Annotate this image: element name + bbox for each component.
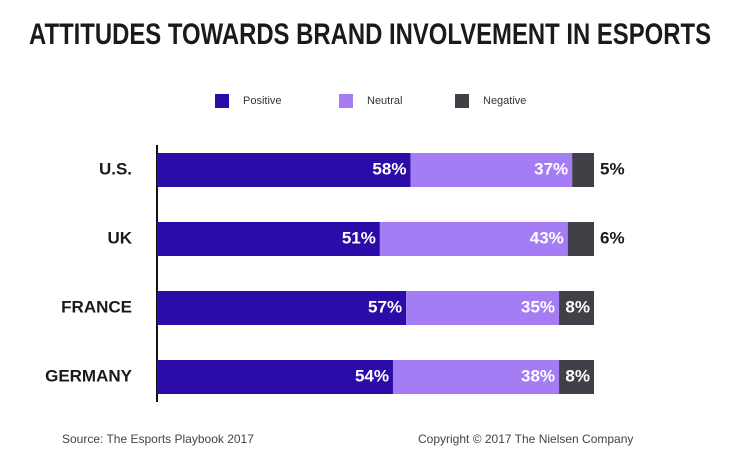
value-label: 54% (355, 366, 389, 385)
legend-label: Positive (243, 95, 282, 107)
value-label: 51% (342, 228, 376, 247)
bar (157, 153, 411, 187)
value-label: 38% (521, 366, 555, 385)
value-label: 58% (372, 159, 406, 178)
value-label: 8% (565, 297, 590, 316)
copyright: Copyright © 2017 The Nielsen Company (418, 432, 633, 446)
bar (392, 360, 560, 394)
bar (559, 291, 594, 325)
y-tick-label: GERMANY (45, 366, 133, 385)
bar (157, 360, 393, 394)
value-label: 5% (600, 159, 625, 178)
source: Source: The Esports Playbook 2017 (62, 432, 254, 446)
bar (379, 222, 568, 256)
legend-swatch (339, 94, 353, 108)
bar (572, 153, 594, 187)
bar (406, 291, 560, 325)
legend-label: Neutral (367, 95, 402, 107)
value-label: 57% (368, 297, 402, 316)
bar (559, 360, 594, 394)
value-label: 37% (534, 159, 568, 178)
chart-title: ATTITUDES TOWARDS BRAND INVOLVEMENT IN E… (29, 18, 711, 51)
legend-swatch (215, 94, 229, 108)
legend-swatch (455, 94, 469, 108)
value-label: 8% (565, 366, 590, 385)
y-tick-label: UK (107, 228, 132, 247)
value-label: 35% (521, 297, 555, 316)
bar (567, 222, 594, 256)
bar (157, 291, 407, 325)
value-label: 43% (530, 228, 564, 247)
value-label: 6% (600, 228, 625, 247)
y-tick-label: FRANCE (61, 297, 132, 316)
bar (157, 222, 380, 256)
bar (410, 153, 573, 187)
legend-label: Negative (483, 95, 526, 107)
y-tick-label: U.S. (99, 159, 132, 178)
